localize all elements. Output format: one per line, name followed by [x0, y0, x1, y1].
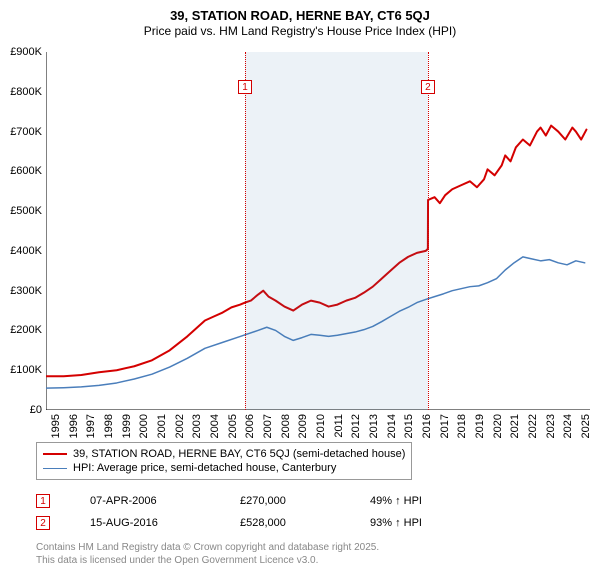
x-tick-label: 2025 — [580, 414, 592, 438]
transaction-band — [245, 52, 428, 410]
x-tick-label: 1996 — [68, 414, 80, 438]
sale-marker-box: 1 — [238, 80, 252, 94]
y-tick-label: £800K — [10, 86, 42, 98]
y-tick-label: £600K — [10, 165, 42, 177]
legend-swatch — [43, 453, 67, 455]
legend-swatch — [43, 468, 67, 469]
x-tick-label: 2003 — [191, 414, 203, 438]
x-tick-label: 2023 — [545, 414, 557, 438]
legend-row: 39, STATION ROAD, HERNE BAY, CT6 5QJ (se… — [43, 447, 405, 461]
sale-number-box: 1 — [36, 494, 50, 508]
y-tick-label: £100K — [10, 364, 42, 376]
x-tick-label: 2001 — [156, 414, 168, 438]
x-tick-label: 2021 — [509, 414, 521, 438]
x-tick-label: 1997 — [85, 414, 97, 438]
x-tick-label: 2004 — [209, 414, 221, 438]
legend-label: 39, STATION ROAD, HERNE BAY, CT6 5QJ (se… — [73, 448, 405, 460]
x-tick-label: 2015 — [403, 414, 415, 438]
sale-detail-row: 1 07-APR-2006 £270,000 49% ↑ HPI — [36, 490, 584, 512]
legend-row: HPI: Average price, semi-detached house,… — [43, 461, 405, 475]
chart-subtitle: Price paid vs. HM Land Registry's House … — [0, 24, 600, 42]
x-tick-label: 2002 — [174, 414, 186, 438]
x-tick-label: 2022 — [527, 414, 539, 438]
sale-date: 15-AUG-2016 — [90, 517, 200, 529]
x-tick-label: 2000 — [138, 414, 150, 438]
x-tick-label: 2014 — [386, 414, 398, 438]
legend: 39, STATION ROAD, HERNE BAY, CT6 5QJ (se… — [36, 442, 412, 480]
x-tick-label: 1998 — [103, 414, 115, 438]
sale-price: £270,000 — [240, 495, 330, 507]
legend-label: HPI: Average price, semi-detached house,… — [73, 462, 336, 474]
x-tick-label: 2011 — [333, 414, 345, 438]
x-tick-label: 2013 — [368, 414, 380, 438]
x-tick-label: 1995 — [50, 414, 62, 438]
y-tick-label: £300K — [10, 285, 42, 297]
y-tick-label: £700K — [10, 126, 42, 138]
sale-delta: 49% ↑ HPI — [370, 495, 422, 507]
x-tick-label: 2016 — [421, 414, 433, 438]
y-tick-label: £500K — [10, 205, 42, 217]
chart-area: 12 £0£100K£200K£300K£400K£500K£600K£700K… — [46, 52, 590, 410]
chart-title: 39, STATION ROAD, HERNE BAY, CT6 5QJ — [0, 0, 600, 24]
x-tick-label: 2018 — [456, 414, 468, 438]
footer-line: This data is licensed under the Open Gov… — [36, 555, 584, 567]
x-tick-label: 2009 — [297, 414, 309, 438]
sale-marker-line — [428, 52, 429, 410]
x-tick-label: 2010 — [315, 414, 327, 438]
x-tick-label: 2005 — [227, 414, 239, 438]
sale-detail-row: 2 15-AUG-2016 £528,000 93% ↑ HPI — [36, 512, 584, 534]
x-tick-label: 2024 — [562, 414, 574, 438]
sale-delta: 93% ↑ HPI — [370, 517, 422, 529]
y-tick-label: £0 — [30, 404, 42, 416]
sale-marker-line — [245, 52, 246, 410]
x-tick-label: 2012 — [350, 414, 362, 438]
x-tick-label: 2017 — [439, 414, 451, 438]
x-tick-label: 2006 — [244, 414, 256, 438]
sale-date: 07-APR-2006 — [90, 495, 200, 507]
x-tick-label: 2020 — [492, 414, 504, 438]
sales-table: 1 07-APR-2006 £270,000 49% ↑ HPI 2 15-AUG-201… — [36, 490, 584, 534]
sale-price: £528,000 — [240, 517, 330, 529]
y-tick-label: £200K — [10, 324, 42, 336]
y-tick-label: £900K — [10, 46, 42, 58]
x-tick-label: 2007 — [262, 414, 274, 438]
y-tick-label: £400K — [10, 245, 42, 257]
sale-marker-box: 2 — [421, 80, 435, 94]
sale-number-box: 2 — [36, 516, 50, 530]
footer-attribution: Contains HM Land Registry data © Crown c… — [36, 542, 584, 567]
x-tick-label: 1999 — [121, 414, 133, 438]
x-tick-label: 2008 — [280, 414, 292, 438]
footer-line: Contains HM Land Registry data © Crown c… — [36, 542, 584, 555]
x-tick-label: 2019 — [474, 414, 486, 438]
